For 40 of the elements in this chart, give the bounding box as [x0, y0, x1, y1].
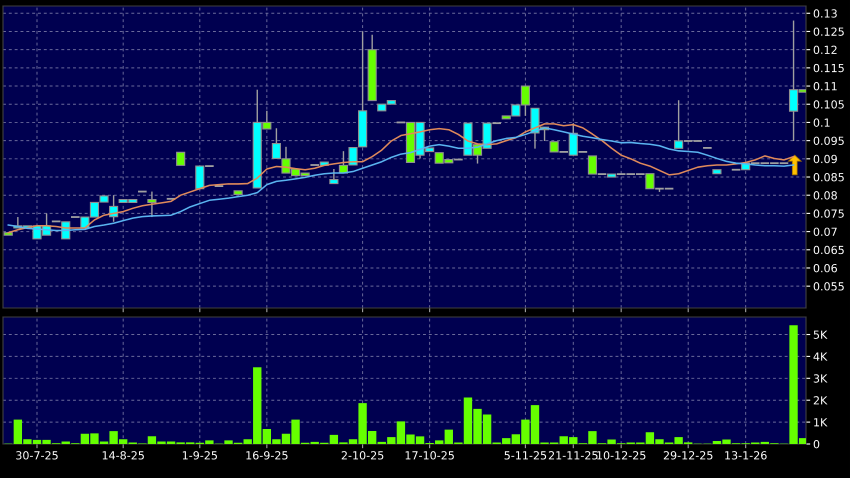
candlestick [645, 173, 654, 190]
y-tick-label: 0.07 [814, 228, 837, 236]
x-tick-label: 29-12-25 [664, 451, 712, 460]
y-tick-label: 0.115 [814, 64, 844, 72]
y-tick-label: 0.1 [814, 118, 830, 127]
y-tick-label: 0.08 [814, 191, 837, 200]
x-tick-label: 21-11-25 [548, 451, 598, 460]
y-tick-label: 0.09 [814, 154, 837, 164]
x-tick-label: 5-11-25 [504, 451, 546, 460]
y-tick-label: 0.11 [814, 82, 837, 90]
candlestick [329, 168, 338, 184]
y-tick-label: 0.105 [814, 100, 844, 109]
y-tick-label: 5K [814, 330, 828, 339]
candlestick [588, 155, 598, 175]
x-tick-label: 1-9-25 [182, 451, 217, 460]
y-tick-label: 0.12 [814, 46, 837, 54]
y-tick-label: 0.13 [814, 9, 837, 18]
y-tick-label: 3K [814, 374, 828, 383]
y-tick-label: 1K [814, 418, 828, 426]
y-tick-label: 0.06 [814, 264, 837, 272]
candlestick [176, 152, 186, 166]
y-tick-label: 2K [814, 396, 828, 404]
y-tick-label: 4K [813, 352, 828, 361]
y-tick-label: 0 [814, 440, 820, 448]
y-tick-label: 0.065 [814, 246, 844, 254]
x-tick-label: 16-9-25 [246, 451, 288, 460]
candlestick [147, 190, 156, 218]
x-tick-label: 2-10-25 [342, 451, 384, 460]
y-tick-label: 0.125 [814, 27, 844, 36]
candlestick [550, 141, 559, 152]
y-tick-label: 0.075 [814, 209, 844, 218]
y-tick-label: 0.085 [814, 172, 844, 182]
y-tick-label: 0.095 [814, 136, 844, 146]
x-tick-label: 10-12-25 [597, 451, 646, 460]
y-tick-label: 0.055 [814, 282, 844, 291]
x-tick-label: 14-8-25 [102, 451, 144, 460]
x-tick-label: 17-10-25 [406, 451, 454, 460]
x-tick-label: 13-1-26 [725, 451, 767, 460]
candlestick [195, 166, 204, 190]
x-tick-label: 30-7-25 [16, 451, 58, 460]
